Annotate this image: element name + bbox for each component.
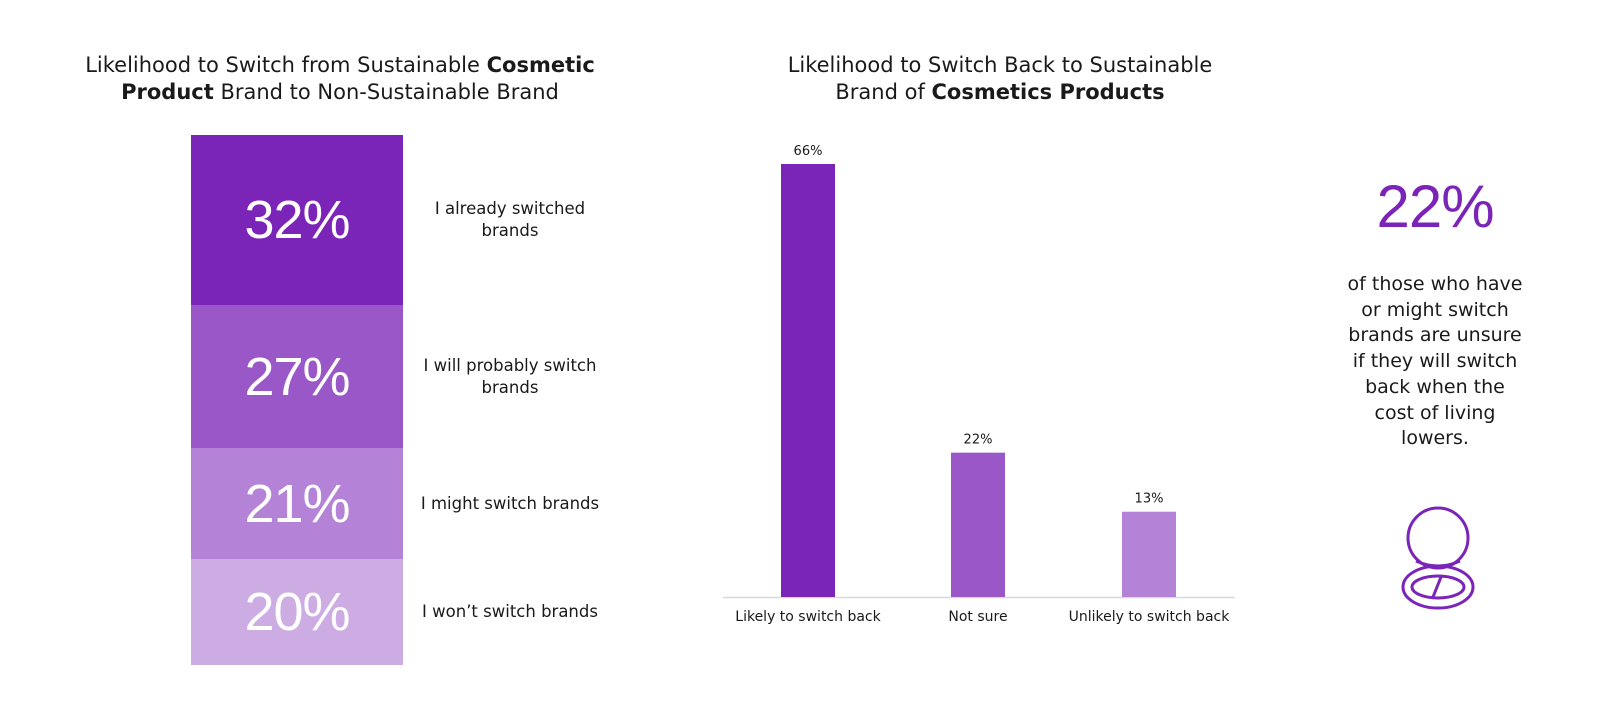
stack-segment-value: 20% bbox=[244, 582, 350, 642]
stack-segment-label: I won’t switch brands bbox=[422, 602, 598, 621]
bar bbox=[781, 164, 835, 597]
stat-description: of those who have or might switch brands… bbox=[1347, 273, 1523, 450]
stack-segment: 20% bbox=[191, 559, 403, 665]
stack-segment-value: 32% bbox=[244, 190, 350, 250]
bar bbox=[951, 452, 1005, 597]
right-title-part1: Brand of bbox=[835, 80, 932, 104]
stack-segment: 32% bbox=[191, 135, 403, 305]
x-tick-label: Not sure bbox=[948, 609, 1007, 625]
x-tick-label: Likely to switch back bbox=[735, 609, 881, 625]
stack-segment-value: 27% bbox=[244, 346, 350, 407]
left-title-bold2: Product bbox=[121, 80, 214, 104]
big-stat-value: 22% bbox=[1376, 173, 1494, 240]
stack-segment-label: I already switched brands bbox=[434, 199, 586, 240]
left-title-part1: Likelihood to Switch from Sustainable bbox=[85, 53, 487, 77]
left-chart-title: Likelihood to Switch from Sustainable Co… bbox=[60, 52, 620, 106]
stack-segment: 21% bbox=[191, 448, 403, 559]
stack-segment-label: I will probably switch brands bbox=[423, 355, 597, 397]
bar bbox=[1122, 511, 1176, 597]
right-chart-title: Likelihood to Switch Back to Sustainable… bbox=[700, 52, 1300, 106]
stack-segment-value: 21% bbox=[244, 473, 350, 534]
left-title-bold1: Cosmetic bbox=[486, 53, 595, 77]
bar-value-label: 22% bbox=[964, 433, 993, 448]
stack-segment-label: I might switch brands bbox=[420, 493, 600, 513]
x-tick-label: Unlikely to switch back bbox=[1069, 609, 1231, 625]
right-title-bold: Cosmetics Products bbox=[931, 80, 1165, 104]
stack-segment: 27% bbox=[191, 305, 403, 448]
bar-value-label: 13% bbox=[1135, 492, 1164, 507]
right-title-line1: Likelihood to Switch Back to Sustainable bbox=[787, 53, 1213, 77]
compact-mirror-icon bbox=[1401, 506, 1475, 610]
bar-value-label: 66% bbox=[794, 144, 823, 159]
left-title-part2: Brand to Non-Sustainable Brand bbox=[213, 80, 559, 104]
